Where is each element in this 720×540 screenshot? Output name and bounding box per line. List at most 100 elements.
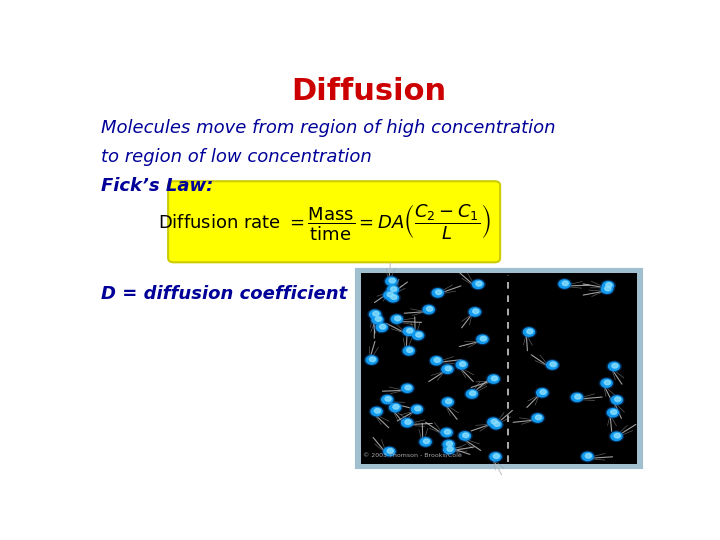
Circle shape — [445, 366, 451, 371]
Circle shape — [473, 309, 479, 314]
Circle shape — [429, 355, 444, 366]
Circle shape — [439, 427, 454, 438]
Circle shape — [444, 446, 455, 454]
Circle shape — [364, 355, 379, 366]
Circle shape — [443, 440, 454, 449]
Circle shape — [471, 279, 485, 290]
Circle shape — [387, 449, 393, 453]
Text: D = diffusion coefficient: D = diffusion coefficient — [101, 285, 348, 303]
Circle shape — [611, 410, 617, 414]
Circle shape — [490, 453, 501, 461]
Circle shape — [369, 406, 384, 417]
Circle shape — [469, 391, 476, 396]
Circle shape — [475, 334, 490, 345]
Circle shape — [388, 402, 402, 413]
Circle shape — [523, 328, 535, 336]
Circle shape — [407, 328, 413, 333]
Circle shape — [395, 316, 401, 321]
Circle shape — [405, 386, 411, 390]
Circle shape — [371, 407, 382, 416]
Circle shape — [379, 325, 386, 329]
Circle shape — [480, 336, 487, 341]
Circle shape — [382, 290, 397, 301]
Circle shape — [413, 331, 423, 340]
Circle shape — [373, 312, 379, 316]
Circle shape — [606, 407, 620, 418]
Circle shape — [385, 397, 391, 401]
Circle shape — [442, 444, 456, 455]
Circle shape — [418, 436, 433, 447]
Circle shape — [391, 315, 402, 323]
Circle shape — [562, 281, 568, 286]
Text: Molecules move from region of high concentration: Molecules move from region of high conce… — [101, 119, 556, 137]
Circle shape — [463, 433, 469, 437]
Circle shape — [374, 322, 389, 333]
Circle shape — [384, 276, 399, 287]
Circle shape — [599, 377, 613, 388]
Circle shape — [545, 360, 559, 370]
Circle shape — [382, 446, 397, 457]
Circle shape — [494, 422, 500, 427]
Circle shape — [605, 286, 611, 291]
Circle shape — [469, 308, 480, 316]
Circle shape — [609, 431, 624, 442]
Circle shape — [434, 358, 441, 362]
Circle shape — [607, 361, 621, 372]
Circle shape — [490, 421, 502, 429]
Circle shape — [527, 329, 533, 334]
Circle shape — [403, 347, 415, 355]
Circle shape — [387, 294, 399, 302]
Circle shape — [488, 451, 503, 462]
Circle shape — [377, 323, 387, 332]
Circle shape — [610, 395, 624, 406]
Circle shape — [585, 454, 591, 458]
Circle shape — [370, 314, 384, 325]
Circle shape — [441, 428, 452, 437]
Circle shape — [416, 333, 422, 337]
Circle shape — [410, 404, 424, 415]
Circle shape — [601, 280, 616, 291]
Circle shape — [402, 418, 413, 427]
Circle shape — [468, 307, 482, 318]
Circle shape — [389, 279, 395, 283]
Circle shape — [531, 413, 545, 423]
Circle shape — [405, 420, 411, 424]
Circle shape — [600, 284, 614, 294]
Text: Diffusion rate $=\dfrac{\mathrm{Mass}}{\mathrm{time}}=DA\left(\dfrac{C_2-C_1}{L}: Diffusion rate $=\dfrac{\mathrm{Mass}}{\… — [158, 202, 491, 242]
Circle shape — [467, 390, 477, 398]
Circle shape — [486, 417, 500, 428]
Circle shape — [489, 419, 503, 430]
Circle shape — [400, 417, 415, 428]
Circle shape — [444, 430, 451, 434]
Circle shape — [375, 317, 382, 321]
Circle shape — [559, 280, 570, 288]
Circle shape — [403, 327, 415, 335]
Circle shape — [572, 393, 582, 402]
Circle shape — [464, 389, 479, 400]
Circle shape — [540, 390, 546, 394]
Circle shape — [386, 292, 400, 303]
Circle shape — [426, 307, 433, 311]
Circle shape — [393, 404, 399, 409]
Text: Diffusion: Diffusion — [292, 77, 446, 106]
Circle shape — [570, 392, 584, 403]
Circle shape — [459, 432, 470, 440]
Circle shape — [487, 418, 499, 427]
Circle shape — [402, 326, 416, 337]
Circle shape — [400, 383, 415, 394]
Circle shape — [442, 398, 454, 406]
Text: Fick’s Law:: Fick’s Law: — [101, 177, 214, 195]
FancyBboxPatch shape — [168, 181, 500, 262]
Circle shape — [441, 396, 455, 407]
Circle shape — [415, 406, 421, 411]
Circle shape — [387, 292, 393, 297]
Circle shape — [432, 289, 444, 297]
Circle shape — [382, 395, 393, 404]
Circle shape — [614, 434, 621, 438]
Circle shape — [421, 304, 436, 315]
Circle shape — [603, 281, 613, 290]
Circle shape — [440, 364, 455, 375]
Circle shape — [366, 356, 377, 364]
Circle shape — [391, 295, 397, 299]
Circle shape — [431, 287, 445, 298]
